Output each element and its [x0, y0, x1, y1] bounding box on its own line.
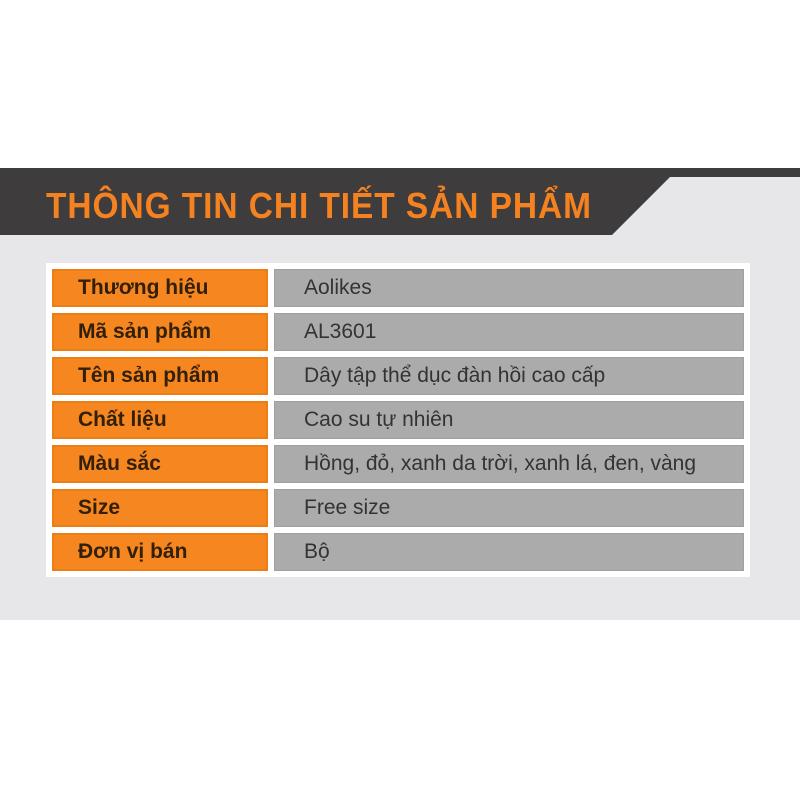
spec-value: Aolikes	[304, 276, 372, 299]
spec-value-cell: Hồng, đỏ, xanh da trời, xanh lá, đen, và…	[274, 445, 744, 483]
table-row: Màu sắc Hồng, đỏ, xanh da trời, xanh lá,…	[52, 445, 744, 483]
spec-value: Cao su tự nhiên	[304, 408, 454, 431]
spec-value: Bộ	[304, 540, 330, 563]
spec-label-cell: Đơn vị bán	[52, 533, 268, 571]
spec-label-cell: Mã sản phẩm	[52, 313, 268, 351]
section-title: THÔNG TIN CHI TIẾT SẢN PHẨM	[46, 185, 592, 226]
spec-label-cell: Tên sản phẩm	[52, 357, 268, 395]
spec-value-cell: Free size	[274, 489, 744, 527]
spec-value: AL3601	[304, 320, 377, 343]
spec-label: Màu sắc	[78, 452, 161, 475]
spec-label-cell: Chất liệu	[52, 401, 268, 439]
spec-label: Chất liệu	[78, 408, 167, 431]
table-row: Mã sản phẩm AL3601	[52, 313, 744, 351]
table-row: Tên sản phẩm Dây tập thể dục đàn hồi cao…	[52, 357, 744, 395]
spec-label: Đơn vị bán	[78, 540, 188, 563]
spec-label-cell: Size	[52, 489, 268, 527]
section-header-banner: THÔNG TIN CHI TIẾT SẢN PHẨM	[0, 177, 670, 235]
spec-value: Free size	[304, 496, 391, 519]
spec-label-cell: Thương hiệu	[52, 269, 268, 307]
table-row: Size Free size	[52, 489, 744, 527]
table-row: Đơn vị bán Bộ	[52, 533, 744, 571]
spec-value-cell: Dây tập thể dục đàn hồi cao cấp	[274, 357, 744, 395]
spec-value-cell: Cao su tự nhiên	[274, 401, 744, 439]
spec-label: Size	[78, 496, 121, 519]
spec-value-cell: Aolikes	[274, 269, 744, 307]
spec-label-cell: Màu sắc	[52, 445, 268, 483]
table-row: Thương hiệu Aolikes	[52, 269, 744, 307]
spec-value-cell: Bộ	[274, 533, 744, 571]
table-row: Chất liệu Cao su tự nhiên	[52, 401, 744, 439]
spec-value: Hồng, đỏ, xanh da trời, xanh lá, đen, và…	[304, 452, 697, 475]
spec-value-cell: AL3601	[274, 313, 744, 351]
spec-label: Mã sản phẩm	[78, 320, 212, 343]
banner-top-strip	[0, 168, 800, 177]
spec-label: Tên sản phẩm	[78, 364, 220, 387]
spec-label: Thương hiệu	[78, 276, 209, 299]
spec-table: Thương hiệu Aolikes Mã sản phẩm AL3601 T…	[46, 263, 750, 577]
spec-value: Dây tập thể dục đàn hồi cao cấp	[304, 364, 606, 387]
